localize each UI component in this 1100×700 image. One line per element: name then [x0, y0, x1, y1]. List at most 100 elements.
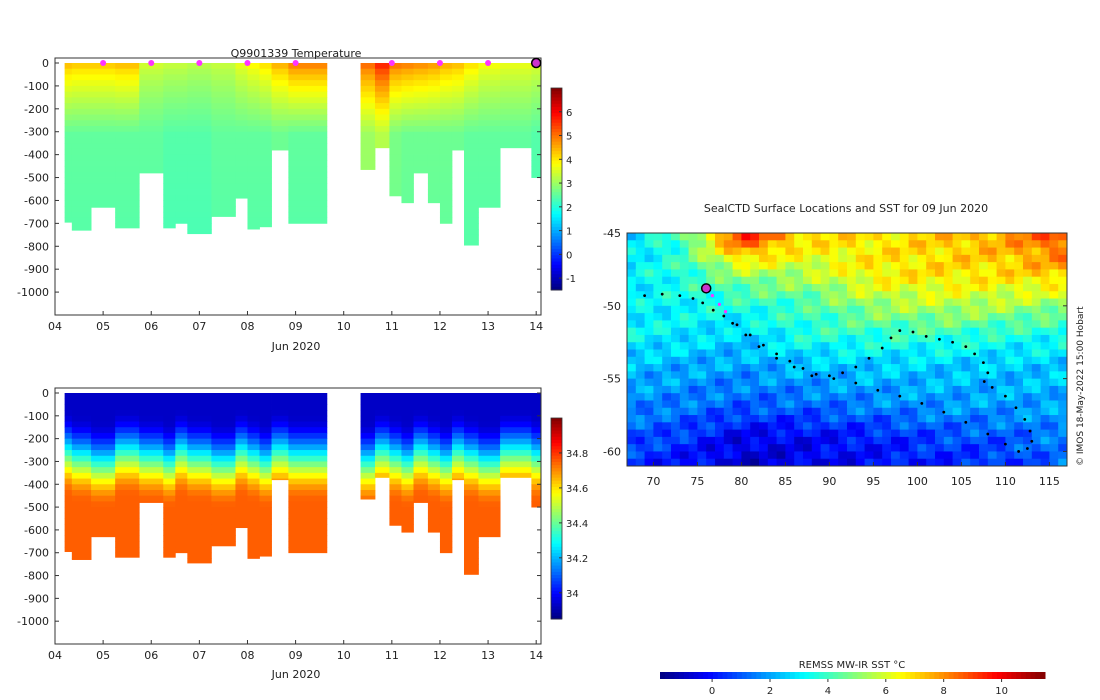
sst-cell — [882, 407, 892, 416]
profile-cell — [451, 137, 465, 144]
colorbar-segment — [551, 446, 562, 450]
profile-cell — [247, 489, 260, 497]
sst-cell — [750, 283, 760, 292]
sst-cell — [1023, 247, 1033, 256]
sst-cell — [785, 444, 795, 452]
profile-cell — [374, 68, 390, 75]
sst-cell — [855, 247, 866, 256]
sst-cell — [987, 378, 998, 387]
profile-cell — [259, 455, 272, 462]
sst-cell — [671, 262, 681, 270]
sst-cell — [715, 298, 725, 307]
salinity-x-label: Jun 2020 — [271, 668, 321, 681]
profile-cell — [288, 421, 328, 428]
profile-cell — [235, 114, 248, 121]
sst-cell — [627, 385, 637, 394]
sst-cell — [996, 254, 1006, 263]
sst-cell — [785, 276, 795, 285]
colorbar-segment — [551, 540, 562, 545]
sst-cell — [1049, 429, 1059, 438]
sst-colorbar-segment — [785, 672, 791, 679]
sst-cell — [767, 436, 778, 445]
sst-cell — [873, 451, 883, 460]
sst-cell — [671, 269, 681, 278]
profile-cell — [401, 478, 414, 485]
sst-cell — [1049, 356, 1059, 365]
sst-cell — [679, 327, 690, 336]
profile-markers — [100, 57, 542, 69]
profile-cell — [71, 535, 92, 542]
profile-cell — [389, 126, 402, 133]
sst-cell — [1031, 247, 1042, 256]
sst-cell — [1023, 320, 1033, 329]
sst-cell — [952, 233, 962, 241]
sst-cell — [688, 233, 698, 241]
sst-cell — [838, 305, 848, 314]
profile-cell — [235, 410, 248, 417]
sst-cell — [838, 429, 848, 438]
profile-cell — [259, 194, 272, 201]
sst-colorbar-label: REMSS MW-IR SST °C — [799, 660, 906, 671]
sst-cell — [803, 247, 813, 256]
profile-cell — [427, 489, 441, 497]
profile-cell — [235, 404, 248, 411]
profile-cell — [500, 114, 532, 121]
profile-cell — [288, 455, 328, 462]
profile-cell — [175, 478, 188, 485]
profile-cell — [211, 541, 236, 547]
profile-cell — [464, 467, 479, 474]
sst-cell — [820, 364, 830, 372]
sst-cell — [864, 400, 874, 409]
sst-cell — [1049, 407, 1059, 416]
profile-cell — [235, 137, 248, 144]
profile-cell — [374, 120, 390, 127]
sst-cell — [987, 327, 998, 336]
profile-cell — [259, 478, 272, 485]
profile-cell — [401, 85, 414, 93]
profile-cell — [247, 68, 260, 75]
sst-cell — [855, 356, 866, 365]
profile-cell — [187, 484, 212, 491]
sst-cell — [794, 415, 804, 423]
sst-cell — [847, 451, 857, 460]
profile-cell — [259, 535, 272, 542]
sst-cell — [706, 436, 716, 445]
profile-cell — [427, 444, 441, 451]
sst-cell — [644, 283, 654, 292]
profile-cell — [360, 472, 376, 479]
profile-cell — [360, 114, 376, 121]
sst-cell — [688, 334, 698, 343]
profile-cell — [451, 80, 465, 87]
sst-cell — [829, 342, 839, 350]
profile-cell — [247, 126, 260, 133]
profile-cell — [413, 421, 429, 428]
profile-cell — [247, 472, 260, 479]
sst-cell — [723, 385, 734, 394]
profile-cell — [271, 450, 289, 457]
profile-cell — [427, 63, 441, 70]
sst-cell — [935, 378, 945, 387]
profile-cell — [427, 421, 441, 428]
sst-cell — [1049, 254, 1059, 263]
sst-cell — [987, 385, 998, 394]
profile-cell — [64, 131, 73, 138]
profile-cell — [464, 126, 479, 133]
profile-cell — [374, 103, 390, 110]
sst-cell — [679, 283, 690, 292]
sst-cell — [908, 298, 918, 307]
track-point — [982, 380, 986, 383]
sst-cell — [908, 385, 918, 394]
sst-cell — [864, 458, 874, 466]
profile-cell — [360, 478, 376, 485]
colorbar-segment — [551, 106, 562, 111]
sst-cell — [820, 327, 830, 336]
profile-cell — [163, 223, 176, 229]
profile-cell — [259, 223, 272, 228]
profile-cell — [439, 114, 453, 121]
profile-cell — [211, 143, 236, 150]
sst-cell — [899, 313, 910, 321]
sst-colorbar-segment — [780, 672, 786, 679]
sst-cell — [671, 305, 681, 314]
profile-cell — [71, 166, 92, 173]
sst-cell — [635, 436, 646, 445]
